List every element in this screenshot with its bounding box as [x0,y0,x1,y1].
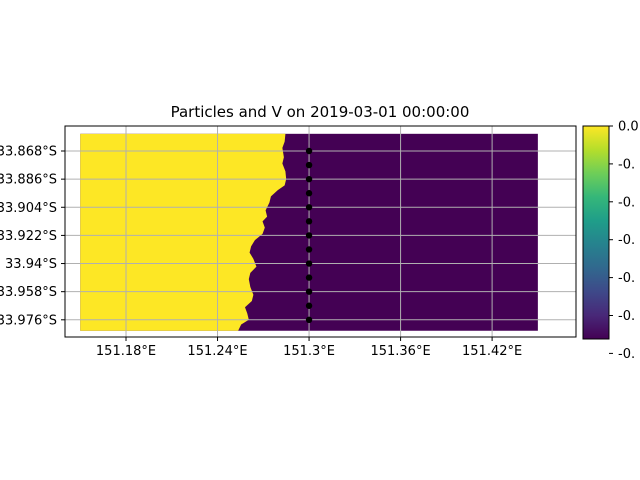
colorbar-tick-label: -0. [618,271,635,286]
y-tick-label: 33.904°S [0,201,57,216]
particle-marker [305,204,313,211]
particle-marker [305,218,313,225]
particle-marker [305,246,313,253]
particle-marker [305,190,313,197]
colorbar-tick-label: -0. [618,347,635,362]
particle-marker [305,232,313,239]
x-tick-label: 151.36°E [370,344,430,359]
colorbar-tick-label: -0. [618,233,635,248]
colorbar: 0.0 -0. -0. -0. -0. -0. -0. [582,120,639,362]
x-tick-label: 151.18°E [96,344,156,359]
y-tick-label: 33.958°S [0,285,57,300]
particle-marker [305,175,313,183]
particle-marker [305,274,313,281]
particle-marker [305,302,313,309]
colorbar-gradient [582,125,610,340]
colorbar-tick-label: -0. [618,309,635,324]
axes-frame [64,125,577,338]
chart-title: Particles and V on 2019-03-01 00:00:00 [171,103,470,121]
x-tick-label: 151.24°E [187,344,247,359]
y-tick-label: 33.976°S [0,313,57,328]
particle-marker [305,161,313,169]
particle-marker [305,147,313,155]
grid-lines [65,126,576,337]
colorbar-tick-label: -0. [618,195,635,210]
particle-marker [305,260,313,267]
y-tick-label: 33.868°S [0,145,57,160]
field-high-region [80,133,287,331]
y-tick-label: 33.94°S [5,257,57,272]
particle-marker [305,316,313,324]
particle-marker [305,288,313,295]
colorbar-tick-label: -0. [618,157,635,172]
colorbar-tick-label: 0.0 [618,120,639,135]
plot-area: 151.18°E 151.24°E 151.3°E 151.36°E 151.42°E 3… [0,125,577,359]
x-tick-label: 151.3°E [283,344,335,359]
x-tick-label: 151.42°E [462,344,522,359]
particles [305,147,313,324]
y-tick-label: 33.922°S [0,229,57,244]
y-tick-label: 33.886°S [0,173,57,188]
